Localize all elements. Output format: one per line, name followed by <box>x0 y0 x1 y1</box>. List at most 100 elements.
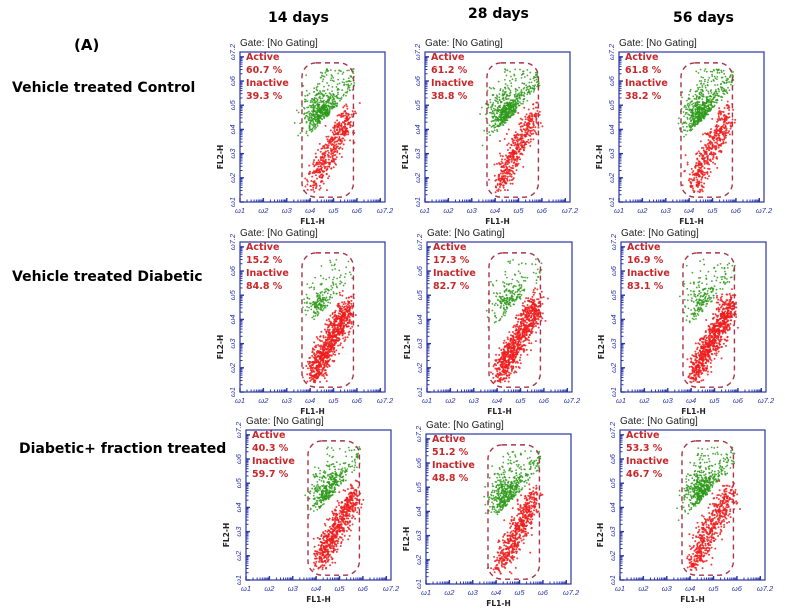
active-point <box>314 97 316 99</box>
inactive-point <box>532 138 534 140</box>
active-point <box>325 70 327 72</box>
active-point <box>682 126 684 128</box>
inactive-point <box>326 189 328 191</box>
inactive-point <box>328 356 330 358</box>
inactive-point <box>708 164 710 166</box>
active-point <box>492 110 494 112</box>
inactive-point <box>329 358 331 360</box>
inactive-point <box>516 160 518 162</box>
active-point <box>725 76 727 78</box>
active-point <box>514 68 516 70</box>
active-point <box>686 100 688 102</box>
active-point <box>497 108 499 110</box>
active-point <box>507 301 509 303</box>
active-point <box>687 118 689 120</box>
active-point <box>695 91 697 93</box>
active-point <box>339 100 341 102</box>
inactive-point <box>522 166 524 168</box>
inactive-point <box>692 170 694 172</box>
inactive-point <box>535 132 537 134</box>
inactive-point <box>355 112 357 114</box>
active-point <box>314 306 316 308</box>
active-point <box>517 290 519 292</box>
inactive-point <box>498 162 500 164</box>
active-point <box>314 106 316 108</box>
active-point <box>353 82 355 84</box>
active-point <box>506 277 508 279</box>
active-point <box>714 91 716 93</box>
inactive-point <box>331 138 333 140</box>
inactive-point <box>346 105 348 107</box>
inactive-point <box>701 147 703 149</box>
inactive-point <box>695 181 697 183</box>
active-point <box>311 131 313 133</box>
active-point <box>319 300 321 302</box>
inactive-point <box>523 149 525 151</box>
active-point <box>337 79 339 81</box>
inactive-point <box>331 336 333 338</box>
inactive-point <box>343 322 345 324</box>
inactive-point <box>693 179 695 181</box>
active-point <box>317 86 319 88</box>
active-point <box>497 110 499 112</box>
active-point <box>707 104 709 106</box>
active-point <box>323 108 325 110</box>
active-percent: 60.7 % <box>246 64 289 77</box>
active-point <box>519 105 521 107</box>
active-point <box>512 259 514 261</box>
inactive-point <box>314 376 316 378</box>
active-point <box>317 315 319 317</box>
inactive-point <box>518 156 520 158</box>
inactive-point <box>331 338 333 340</box>
active-point <box>494 312 496 314</box>
active-point <box>515 285 517 287</box>
active-point <box>722 77 724 79</box>
inactive-point <box>330 136 332 138</box>
active-point <box>312 103 314 105</box>
inactive-point <box>713 139 715 141</box>
active-point <box>681 97 683 99</box>
x-tick-label: ω3 <box>282 206 293 215</box>
active-point <box>499 93 501 95</box>
inactive-point <box>528 122 530 124</box>
inactive-point <box>500 169 502 171</box>
active-point <box>331 86 333 88</box>
active-point <box>528 82 530 84</box>
inactive-point <box>313 352 315 354</box>
active-point <box>700 119 702 121</box>
active-point <box>510 99 512 101</box>
active-point <box>695 71 697 73</box>
active-point <box>704 68 706 70</box>
active-point <box>696 104 698 106</box>
active-point <box>316 90 318 92</box>
active-point <box>697 119 699 121</box>
active-point <box>312 115 314 117</box>
active-point <box>311 317 313 319</box>
inactive-point <box>513 156 515 158</box>
inactive-point <box>709 132 711 134</box>
x-tick-label: ω4 <box>492 396 502 405</box>
y-tick-label: ω3 <box>413 148 422 159</box>
active-point <box>704 81 706 83</box>
active-point <box>348 77 350 79</box>
active-point <box>493 120 495 122</box>
inactive-point <box>714 163 716 165</box>
active-point <box>310 123 312 125</box>
inactive-point <box>323 170 325 172</box>
active-point <box>715 95 717 97</box>
active-point <box>327 301 329 303</box>
inactive-point <box>334 131 336 133</box>
active-point <box>684 121 686 123</box>
inactive-point <box>535 112 537 114</box>
inactive-point <box>502 165 504 167</box>
active-label: Active <box>625 51 668 64</box>
active-point <box>322 278 324 280</box>
active-point <box>494 105 496 107</box>
active-point <box>321 291 323 293</box>
active-point <box>493 292 495 294</box>
active-point <box>314 113 316 115</box>
active-point <box>718 91 720 93</box>
